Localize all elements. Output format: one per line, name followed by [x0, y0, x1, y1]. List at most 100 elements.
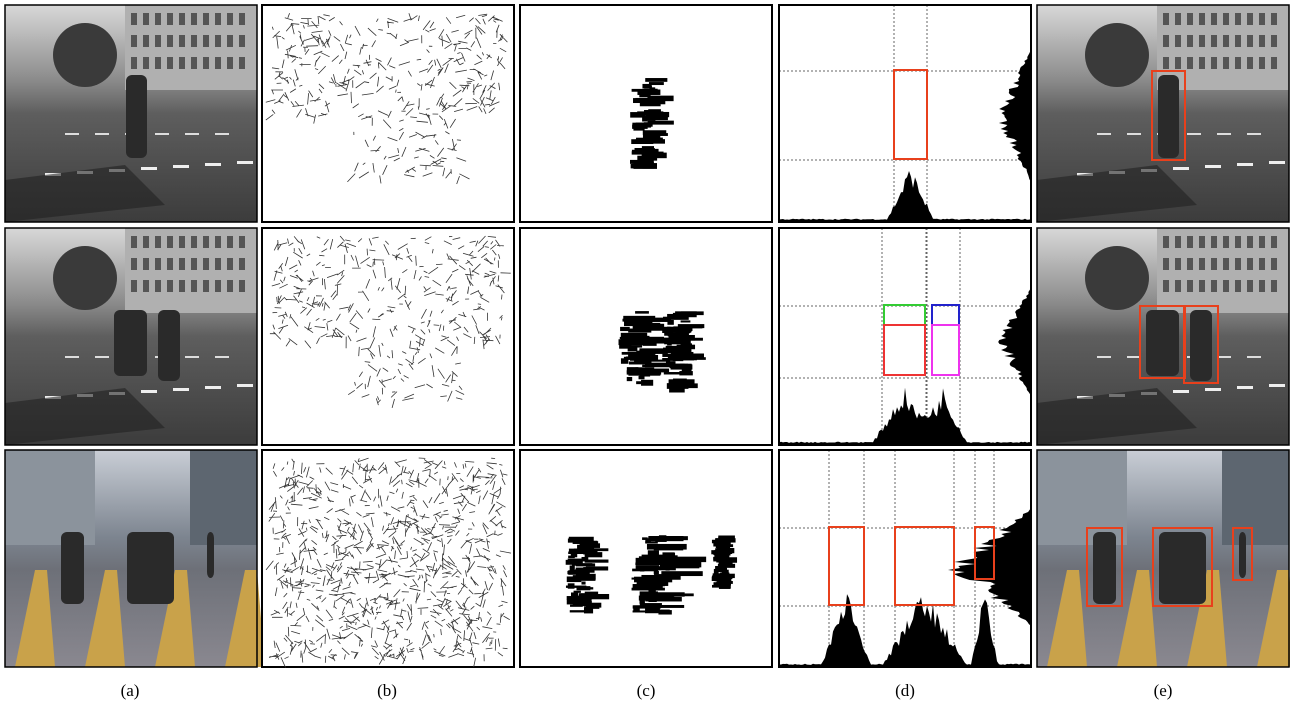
panel	[520, 5, 772, 222]
window	[227, 236, 233, 248]
window	[191, 280, 197, 292]
window	[143, 236, 149, 248]
road-mark	[1173, 390, 1189, 393]
window	[1223, 236, 1229, 248]
window	[167, 236, 173, 248]
blob	[648, 588, 655, 593]
window	[1271, 57, 1277, 69]
panel	[1037, 228, 1289, 445]
blob	[654, 545, 684, 550]
blob	[719, 544, 733, 547]
window	[1199, 258, 1205, 270]
blob	[645, 538, 651, 543]
blob	[567, 571, 571, 574]
window	[1259, 280, 1265, 292]
window	[1163, 57, 1169, 69]
blob	[577, 598, 581, 600]
road-mark	[1205, 165, 1221, 168]
road-mark	[141, 390, 157, 393]
window	[179, 280, 185, 292]
building	[1037, 450, 1127, 545]
panel	[5, 450, 265, 667]
caption: (b)	[377, 681, 397, 700]
window	[1259, 13, 1265, 25]
road-mark	[205, 163, 221, 166]
blob	[636, 367, 655, 371]
person	[1190, 310, 1212, 381]
window	[227, 258, 233, 270]
window	[227, 57, 233, 69]
window	[179, 57, 185, 69]
window	[1187, 280, 1193, 292]
window	[143, 35, 149, 47]
window	[215, 57, 221, 69]
window	[131, 13, 137, 25]
blob	[641, 162, 654, 164]
window	[1223, 13, 1229, 25]
blob	[630, 112, 645, 118]
window	[131, 57, 137, 69]
blob	[664, 372, 689, 374]
window	[1211, 236, 1217, 248]
blob	[668, 329, 692, 332]
window	[179, 13, 185, 25]
blob	[716, 581, 731, 585]
blob	[626, 356, 636, 359]
window	[203, 35, 209, 47]
blob	[675, 364, 685, 368]
window	[191, 13, 197, 25]
blob	[679, 380, 688, 382]
window	[239, 236, 245, 248]
blob	[660, 562, 701, 568]
blob	[713, 557, 720, 561]
blob	[641, 380, 653, 386]
panel	[1037, 5, 1289, 222]
blob	[579, 593, 586, 597]
blob	[649, 82, 664, 85]
road-mark	[1247, 356, 1261, 358]
blob	[659, 610, 670, 613]
blob	[633, 605, 661, 608]
window	[191, 35, 197, 47]
blob	[654, 571, 659, 574]
blob	[635, 563, 663, 566]
person	[1093, 532, 1116, 604]
road-mark	[1187, 133, 1201, 135]
blob	[640, 566, 644, 572]
window	[1259, 236, 1265, 248]
blob	[714, 554, 729, 558]
blob	[647, 86, 652, 88]
blob	[720, 557, 737, 563]
blob	[574, 549, 598, 554]
window	[143, 13, 149, 25]
window	[131, 258, 137, 270]
edge-map	[262, 228, 514, 445]
window	[239, 57, 245, 69]
road-mark	[237, 161, 253, 164]
blob	[667, 320, 673, 325]
window	[155, 13, 161, 25]
window	[131, 35, 137, 47]
window	[1187, 236, 1193, 248]
window	[215, 35, 221, 47]
person	[1239, 532, 1246, 578]
blob	[681, 320, 691, 322]
window	[227, 280, 233, 292]
window	[1199, 280, 1205, 292]
blob	[712, 585, 719, 588]
road-mark	[1237, 163, 1253, 166]
window	[155, 258, 161, 270]
road-mark	[1173, 167, 1189, 170]
window	[179, 258, 185, 270]
blob	[574, 591, 581, 593]
window	[1175, 57, 1181, 69]
window	[203, 236, 209, 248]
blob	[632, 151, 657, 154]
window	[179, 35, 185, 47]
window	[239, 13, 245, 25]
road-mark	[205, 386, 221, 389]
window	[1175, 35, 1181, 47]
blob	[670, 381, 680, 386]
road-mark	[215, 133, 229, 135]
blob	[627, 377, 632, 381]
